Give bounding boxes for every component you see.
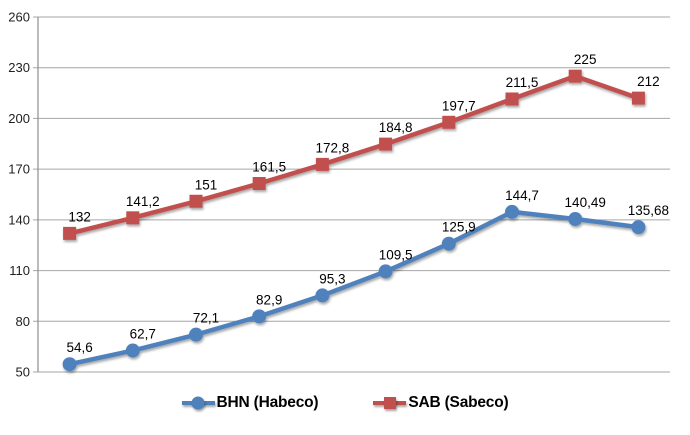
data-point-marker [568,212,583,227]
data-label: 151 [195,177,218,192]
legend-label-bhn: BHN (Habeco) [216,394,319,411]
y-axis-tick-label: 260 [8,10,30,25]
y-axis-tick-label: 170 [8,162,30,177]
data-point-marker [125,343,140,358]
data-point-marker [441,236,456,251]
data-point-marker [63,226,77,240]
legend-circle-marker-icon [191,396,205,410]
legend-line-circle-icon [181,396,215,411]
data-point-marker [631,91,645,105]
data-point-marker [379,137,393,151]
data-point-marker [315,288,330,303]
data-label: 184,8 [379,120,413,135]
data-label: 109,5 [379,247,413,262]
data-point-marker [568,69,582,83]
legend-square-marker-icon [383,397,396,409]
data-point-marker [442,115,456,129]
data-label: 95,3 [319,271,345,286]
data-label: 225 [574,52,597,67]
data-label: 132 [68,209,91,224]
data-label: 141,2 [126,194,160,209]
data-label: 144,7 [505,188,539,203]
y-axis-tick-label: 230 [8,60,30,75]
y-axis-tick-label: 80 [16,314,30,329]
data-point-marker [189,327,203,342]
legend-item-bhn: BHN (Habeco) [181,394,319,412]
data-point-marker [631,220,646,235]
data-point-marker [62,357,77,372]
data-point-marker [505,92,519,106]
data-point-marker [189,194,203,208]
data-label: 62,7 [130,327,156,342]
chart-canvas: 50 80 110 140 170 200 230 260 54,6 62,7 72,1 82,9 95… [8,10,670,380]
data-label: 197,7 [442,98,476,113]
data-label: 140,49 [565,195,606,210]
data-point-marker [126,211,140,225]
series-sab [63,69,645,240]
legend-line-square-icon [373,396,407,411]
data-label: 125,9 [442,220,476,235]
series-line [67,209,641,367]
y-axis-tick-label: 50 [16,365,30,380]
data-label: 172,8 [316,140,350,155]
y-axis-tick-label: 200 [8,111,30,126]
data-label: 212 [637,74,660,89]
series-bhn [62,204,646,372]
data-label: 72,1 [193,311,219,326]
data-point-marker [252,177,266,191]
y-axis-tick-label: 110 [9,263,30,278]
series-line [67,73,641,236]
y-axis-tick-label: 140 [8,212,30,227]
data-label: 82,9 [256,292,282,307]
data-point-marker [315,157,329,171]
data-label: 211,5 [506,75,539,90]
data-label: 135,68 [628,203,669,218]
data-point-marker [378,264,393,279]
chart-legend: BHN (Habeco) SAB (Sabeco) [0,384,690,422]
data-label: 161,5 [252,160,286,175]
data-point-marker [505,204,519,219]
data-point-marker [252,309,267,324]
legend-item-sab: SAB (Sabeco) [373,394,509,412]
data-label: 54,6 [66,340,92,355]
legend-label-sab: SAB (Sabeco) [408,394,509,411]
